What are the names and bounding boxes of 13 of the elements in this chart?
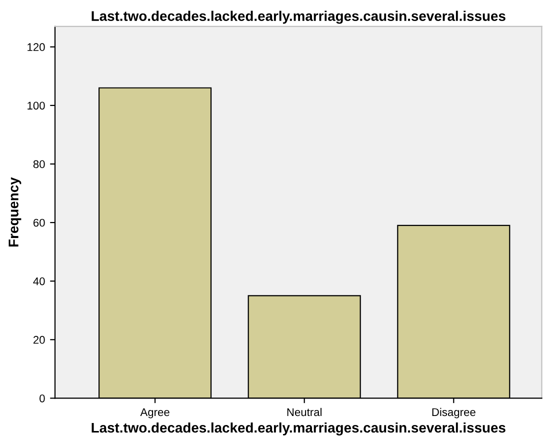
y-tick-label: 0	[40, 394, 45, 402]
x-tick-label: Agree	[140, 408, 170, 418]
chart-title: Last.two.decades.lacked.early.marriages.causin.several.issues	[92, 10, 506, 24]
x-tick-label: Disagree	[432, 408, 476, 418]
y-tick-label: 120	[28, 43, 45, 52]
y-tick-label: 60	[33, 218, 45, 227]
y-tick-label: 40	[33, 277, 45, 286]
y-tick-label: 20	[33, 336, 45, 344]
y-tick-label: 80	[33, 160, 45, 168]
x-tick-label: Neutral	[287, 408, 322, 416]
y-axis-title: Frequency	[8, 177, 22, 246]
y-tick-label: 100	[28, 102, 45, 110]
x-axis-title: Last.two.decades.lacked.early.marriages.causin.several.issues	[92, 422, 506, 436]
